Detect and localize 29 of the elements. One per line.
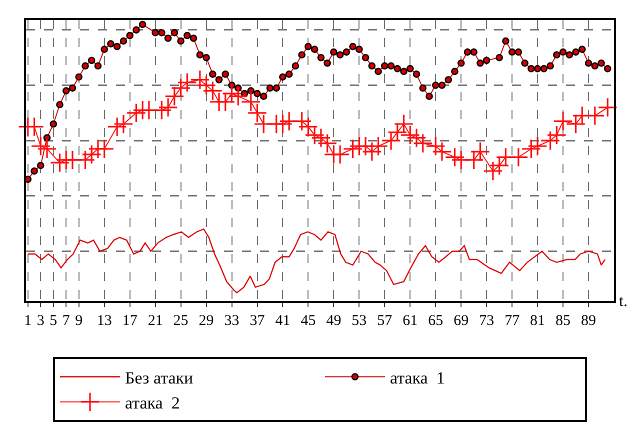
x-tick-label: 25 xyxy=(173,313,188,329)
legend-label: атака 2 xyxy=(125,393,180,412)
x-tick-label: 69 xyxy=(454,313,469,329)
x-tick-label: 1 xyxy=(24,313,32,329)
x-tick-label: 5 xyxy=(50,313,58,329)
x-tick-label: 41 xyxy=(275,313,290,329)
x-tick-label: 17 xyxy=(122,313,138,329)
x-tick-label: 53 xyxy=(352,313,367,329)
x-tick-label: 77 xyxy=(504,313,520,329)
x-axis-title: t. xyxy=(619,293,628,310)
x-tick-label: 9 xyxy=(75,313,83,329)
x-tick-label: 21 xyxy=(148,313,163,329)
x-tick-label: 81 xyxy=(530,313,546,329)
x-tick-label: 13 xyxy=(96,313,112,329)
x-tick-label: 3 xyxy=(36,313,44,329)
x-tick-label: 29 xyxy=(198,313,214,329)
x-tick-label: 89 xyxy=(581,313,596,329)
legend-label: атака 1 xyxy=(390,368,445,388)
x-tick-label: 57 xyxy=(377,313,393,329)
x-tick-label: 37 xyxy=(250,313,266,329)
x-tick-label: 73 xyxy=(479,313,494,329)
x-tick-label: 85 xyxy=(556,313,571,329)
x-tick-label: 33 xyxy=(224,313,240,329)
legend-label: Без атаки xyxy=(125,368,194,388)
x-tick-label: 45 xyxy=(300,313,316,329)
x-tick-label: 7 xyxy=(62,313,70,329)
x-tick-label: 61 xyxy=(402,313,418,329)
x-tick-label: 49 xyxy=(326,313,342,329)
x-tick-label: 65 xyxy=(428,313,444,329)
